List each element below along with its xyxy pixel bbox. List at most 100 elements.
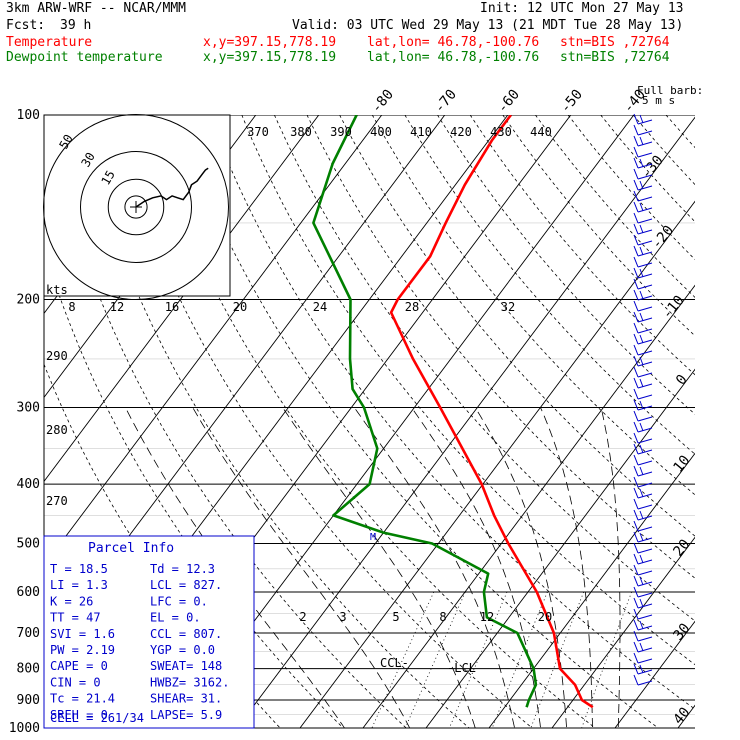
pressure-tick-label: 300	[17, 400, 40, 415]
wind-barb-icon	[639, 400, 644, 410]
temperature-tick-top: -50	[557, 87, 586, 117]
parcel-info-right: SHEAR= 31.	[150, 692, 222, 706]
mixing-ratio-line	[404, 591, 466, 728]
hodograph-trace	[135, 167, 209, 208]
hodograph-top-tick: 370	[247, 125, 269, 139]
temperature-tick-top: -70	[431, 87, 460, 117]
wind-barb-icon	[639, 312, 644, 322]
moist-adiabat-line	[282, 407, 476, 728]
dewpoint-profile-line	[312, 115, 538, 708]
parcel-info-left: CAPE = 0	[50, 659, 108, 673]
wind-barb-icon	[637, 174, 653, 180]
wind-barb-key-label: Full barb:	[637, 84, 703, 97]
dry-adiabat-line	[567, 115, 695, 260]
wind-barb-icon	[633, 663, 639, 675]
parcel-info-right: HWBZ= 3162.	[150, 675, 229, 689]
forecast-label: Fcst:	[6, 18, 46, 33]
wind-barb-icon	[633, 553, 639, 565]
theta-label: 280	[46, 423, 68, 437]
theta-label: 290	[46, 349, 68, 363]
wind-barb-icon	[639, 422, 644, 432]
dry-adiabat-line	[274, 115, 695, 622]
wind-barb-icon	[637, 185, 653, 191]
wind-barb-icon	[637, 559, 653, 565]
wind-barb-icon	[633, 344, 639, 356]
wind-barb-icon	[633, 520, 639, 532]
wind-barb-icon	[633, 355, 639, 367]
wind-barb-icon	[639, 642, 644, 652]
wind-barb-icon	[637, 306, 653, 312]
wind-barb-icon	[639, 334, 644, 344]
wind-barb-icon	[637, 262, 653, 268]
hodograph-top-tick: 420	[450, 125, 472, 139]
mixing-ratio-label: 12	[480, 610, 494, 624]
wind-barb-icon	[637, 295, 653, 301]
parcel-info-title: Parcel Info	[88, 541, 174, 556]
moist-adiabat-line	[411, 407, 542, 728]
wind-barb-icon	[639, 444, 644, 454]
wind-barb-icon	[637, 526, 653, 532]
parcel-info-left: T = 18.5	[50, 562, 108, 576]
wind-barb-icon	[633, 113, 639, 125]
wind-barb-icon	[637, 460, 653, 466]
wind-barb-icon	[639, 180, 644, 190]
temperature-tick-top: -60	[494, 87, 523, 117]
wind-barb-icon	[633, 212, 639, 224]
dry-adiabat-line	[731, 115, 740, 740]
wind-barb-icon	[637, 251, 653, 257]
isotherm-line	[551, 536, 695, 728]
parcel-info-right: YGP = 0.0	[150, 643, 215, 657]
wind-barb-icon	[633, 366, 639, 378]
parcel-info-right: LAPSE= 5.9	[150, 708, 222, 722]
moist-adiabat-line	[600, 407, 621, 728]
pressure-tick-label: 700	[17, 626, 40, 641]
hodograph-scale-tick: 8	[68, 300, 75, 314]
isotherm-line	[614, 620, 695, 728]
wind-barb-icon	[633, 498, 639, 510]
hodograph-ring	[107, 178, 165, 236]
temperature-latlon: lat,lon= 46.78,-100.76	[367, 35, 540, 50]
isotherm-line	[425, 368, 695, 728]
parcel-info-left: SREH = 0	[50, 708, 108, 722]
parcel-info-right: EL = 0.	[150, 611, 201, 625]
dry-adiabat-line	[143, 115, 596, 728]
temperature-tick-right: -10	[659, 293, 688, 323]
lcl-marker: -LCL	[447, 661, 476, 675]
wind-barb-icon	[637, 636, 653, 642]
wind-barb-icon	[637, 350, 653, 356]
wind-barb-icon	[639, 510, 644, 520]
wind-barb-icon	[637, 240, 653, 246]
wind-barb-icon	[639, 598, 644, 608]
wind-barb-icon	[639, 378, 644, 388]
wind-barb-icon	[639, 576, 644, 586]
wind-barb-icon	[637, 493, 653, 499]
wind-barb-icon	[637, 669, 653, 675]
hodograph-scale-tick: 12	[110, 300, 124, 314]
parcel-info-cell: CELL = 261/34	[50, 711, 144, 725]
dry-adiabat-line	[176, 115, 659, 728]
hodograph-top-tick: 380	[290, 125, 312, 139]
wind-barb-icon	[633, 575, 639, 587]
moist-adiabat-line	[474, 407, 568, 728]
wind-barb-icon	[633, 135, 639, 147]
dry-adiabat-line	[699, 115, 740, 740]
wind-barb-icon	[637, 317, 653, 323]
pressure-tick-label: 900	[17, 693, 40, 708]
parcel-info-box: Parcel Info T = 18.5 Td = 12.3 LI = 1.3 LCL …	[43, 535, 255, 729]
init-time: Init: 12 UTC Mon 27 May 13	[480, 1, 684, 16]
hodograph-ring	[124, 195, 148, 219]
wind-barb-icon	[633, 201, 639, 213]
parcel-info-left: CIN = 0	[50, 675, 101, 689]
wind-barb-icon	[637, 141, 653, 147]
moist-adiabat-line	[125, 407, 346, 728]
wind-barb-icon	[637, 449, 653, 455]
wind-barb-icon	[633, 597, 639, 609]
wind-barb-icon	[637, 482, 653, 488]
wind-barb-icon	[639, 664, 644, 674]
hodograph-ring-label: 50	[56, 132, 75, 152]
wind-barb-icon	[633, 509, 639, 521]
wind-barb-icon	[633, 256, 639, 268]
hodograph-scale-tick: 24	[313, 300, 327, 314]
wind-barb-icon	[637, 163, 653, 169]
